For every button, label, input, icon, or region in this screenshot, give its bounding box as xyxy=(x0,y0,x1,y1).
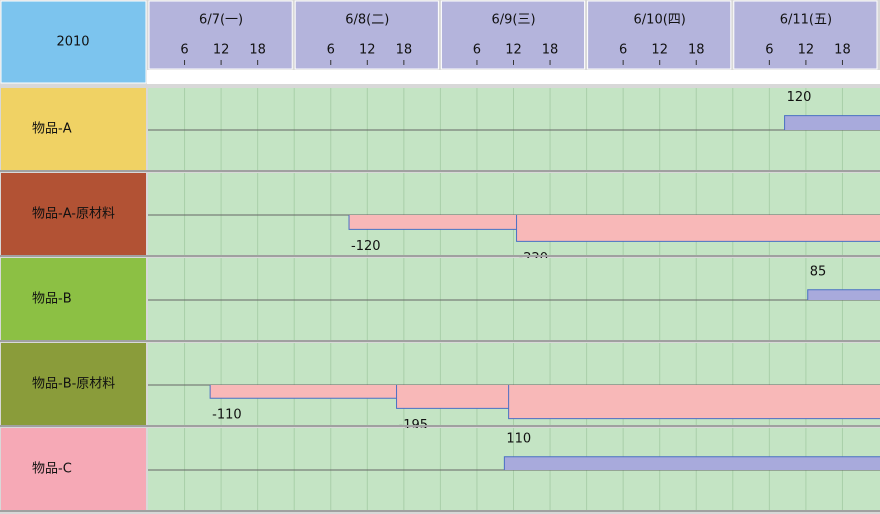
step-edge xyxy=(209,385,397,399)
header-gap xyxy=(147,70,880,84)
row-label-cell xyxy=(1,428,146,510)
hour-label: 6 xyxy=(619,43,627,58)
step-label: 85 xyxy=(810,264,827,279)
row-label: 物品-A xyxy=(32,122,72,137)
step-bar xyxy=(516,215,880,242)
day-label: 6/10(四) xyxy=(634,13,686,28)
hour-label: 12 xyxy=(359,43,376,58)
row-separator xyxy=(0,255,880,257)
row-separator xyxy=(0,170,880,172)
day-label: 6/8(二) xyxy=(345,13,389,28)
step-bar xyxy=(504,456,880,470)
day-cell xyxy=(733,0,878,70)
day-label: 6/7(一) xyxy=(199,13,243,28)
year: 2010 xyxy=(56,35,89,50)
row-label: 物品-A-原材料 xyxy=(32,207,115,222)
step-edge xyxy=(508,385,880,420)
row-label-cell xyxy=(1,343,146,425)
hour-label: 12 xyxy=(798,43,815,58)
row-label: 物品-B-原材料 xyxy=(32,377,115,392)
row-label: 物品-C xyxy=(32,462,72,477)
hour-label: 18 xyxy=(688,43,705,58)
step-label: -120 xyxy=(351,239,381,254)
hour-label: 12 xyxy=(213,43,230,58)
step-bar xyxy=(807,289,880,300)
row-separator xyxy=(0,340,880,342)
hour-label: 18 xyxy=(396,43,413,58)
hour-label: 6 xyxy=(765,43,773,58)
hour-label: 6 xyxy=(327,43,335,58)
hour-label: 18 xyxy=(834,43,851,58)
step-edge xyxy=(503,456,880,470)
step-bar xyxy=(784,115,880,130)
step-label: 120 xyxy=(787,90,812,105)
row-separator xyxy=(0,510,880,512)
day-cell xyxy=(440,0,586,70)
day-cell xyxy=(148,0,293,70)
hour-label: 12 xyxy=(651,43,668,58)
step-label: 110 xyxy=(506,431,531,446)
step-bar xyxy=(349,215,517,230)
day-label: 6/11(五) xyxy=(780,13,832,28)
step-edge xyxy=(784,115,880,130)
step-edge xyxy=(348,215,517,230)
hour-label: 18 xyxy=(542,43,559,58)
year-cell xyxy=(0,0,147,84)
step-bar xyxy=(396,385,509,409)
hour-label: 18 xyxy=(249,43,266,58)
step-edge xyxy=(807,289,880,300)
hour-label: 12 xyxy=(505,43,522,58)
hour-label: 6 xyxy=(473,43,481,58)
step-bar xyxy=(210,385,397,399)
row-label-cell xyxy=(1,88,146,170)
row-separator xyxy=(0,425,880,427)
day-label: 6/9(三) xyxy=(491,13,535,28)
step-bar xyxy=(508,385,880,419)
row-label: 物品-B xyxy=(32,292,72,307)
row-label-cell xyxy=(1,258,146,340)
step-edge xyxy=(516,215,880,242)
day-cell xyxy=(587,0,732,70)
step-label: -110 xyxy=(212,408,242,423)
hour-label: 6 xyxy=(180,43,188,58)
day-cell xyxy=(294,0,439,70)
step-edge xyxy=(396,385,509,409)
row-label-cell xyxy=(1,173,146,255)
